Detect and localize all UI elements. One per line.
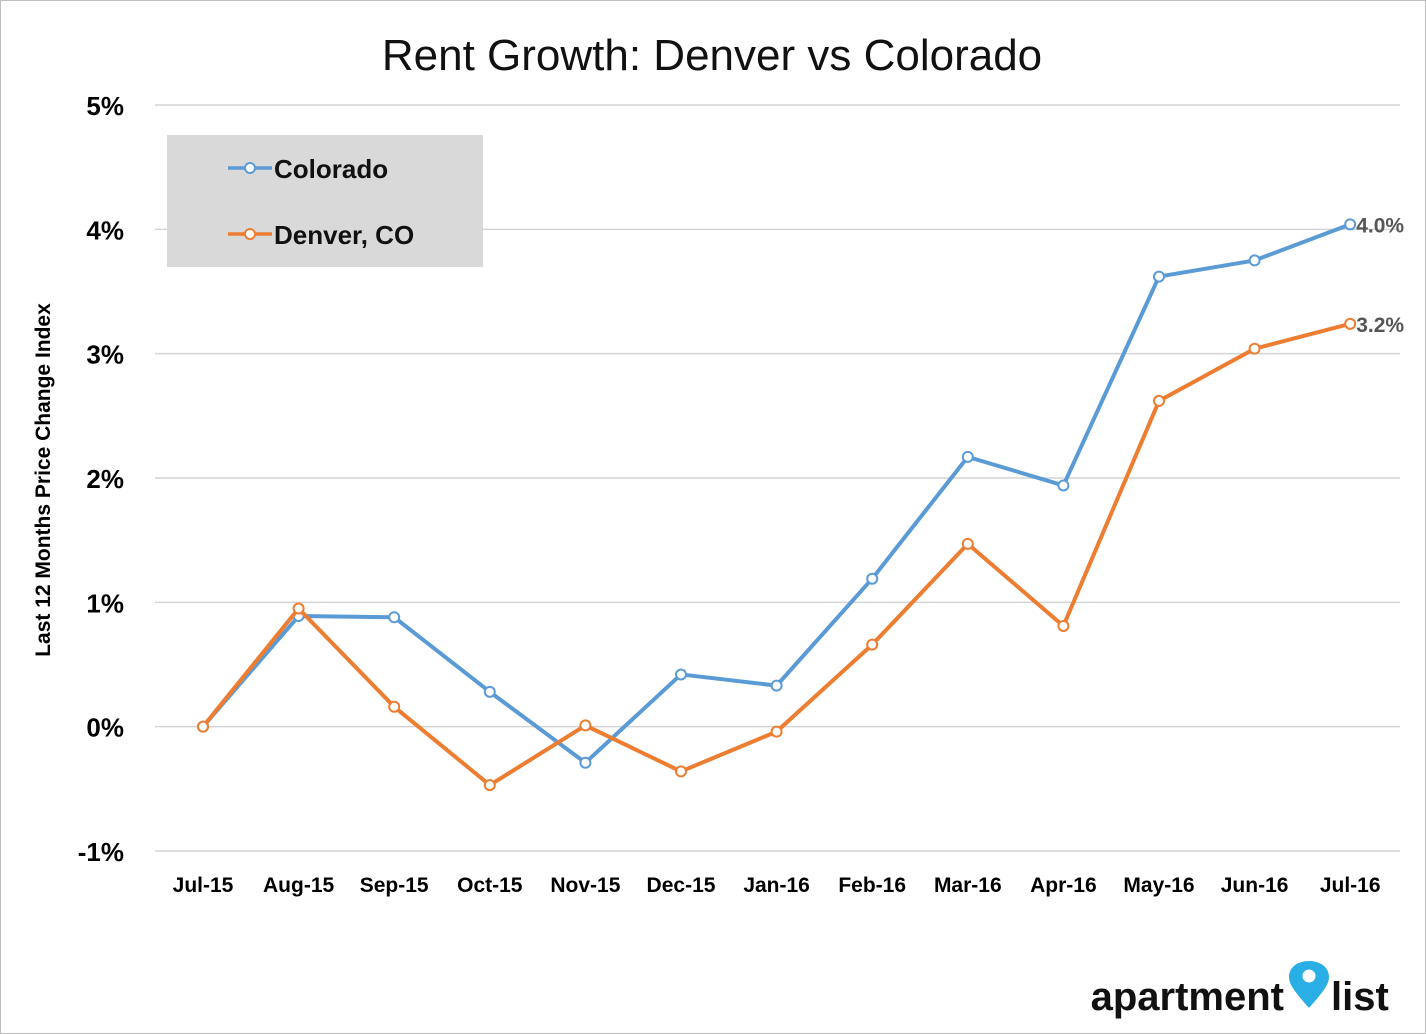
legend-marker-colorado [244,162,256,174]
data-point-denver-co [1248,342,1261,355]
end-value-label-colorado: 4.0% [1356,214,1404,237]
x-tick-label: Jun-16 [1221,874,1289,897]
data-point-colorado [1057,479,1070,492]
data-point-denver-co [197,720,209,733]
x-tick-label: Jan-16 [743,874,810,897]
apartment-list-logo: apartment list [1091,961,1389,1019]
legend-box [167,135,483,267]
y-tick-label: 2% [86,464,124,494]
data-point-denver-co [579,719,592,732]
data-point-colorado [866,572,879,585]
data-point-denver-co [1344,317,1357,330]
x-tick-label: Dec-15 [647,874,716,897]
chart-title: Rent Growth: Denver vs Colorado [382,31,1042,80]
logo-text-list: list [1331,975,1389,1019]
data-point-denver-co [1153,394,1165,407]
data-point-colorado [483,685,496,698]
x-tick-label: Jul-15 [173,874,234,897]
end-value-label-denver-co: 3.2% [1356,314,1404,337]
data-point-colorado [961,450,974,463]
x-tick-label: Sep-15 [360,874,429,897]
data-point-colorado [388,611,401,624]
x-tick-label: Aug-15 [263,874,334,897]
x-tick-label: Apr-16 [1030,874,1097,897]
y-axis-label: Last 12 Months Price Change Index [32,303,55,657]
data-point-colorado [770,679,783,692]
x-tick-label: May-16 [1123,874,1194,897]
x-tick-label: Feb-16 [838,874,906,897]
x-tick-label: Nov-15 [550,874,620,897]
data-point-denver-co [866,638,879,651]
y-tick-label: 3% [86,340,124,370]
x-axis-ticks: Jul-15 Aug-15 Sep-15 Oct-15 Nov-15 Dec-15 Jan-… [173,874,1381,897]
logo-text-apartment: apartment [1091,975,1284,1019]
y-tick-label: -1% [78,837,124,867]
series-colorado: 4.0% [197,214,1404,769]
data-point-colorado [675,668,687,681]
data-point-colorado [1153,270,1165,283]
y-tick-label: 5% [86,91,124,121]
data-point-denver-co [292,602,305,615]
data-point-denver-co [483,779,496,792]
series-line-denver-co [201,321,1351,788]
data-point-denver-co [675,765,687,778]
data-point-denver-co [770,725,783,738]
series-denver-co: 3.2% [197,314,1404,792]
data-point-colorado [1344,218,1357,231]
legend: Colorado Denver, CO [167,135,483,267]
data-point-colorado [579,756,592,769]
x-tick-label: Jul-16 [1320,874,1381,897]
legend-marker-denver [244,228,256,240]
data-point-denver-co [388,700,401,713]
legend-label-denver: Denver, CO [274,220,414,250]
x-tick-label: Mar-16 [934,874,1002,897]
x-tick-label: Oct-15 [457,874,523,897]
series-layer: 4.0% 3.2% [197,214,1404,792]
data-point-denver-co [961,537,974,550]
y-tick-label: 0% [86,713,124,743]
legend-label-colorado: Colorado [274,154,388,184]
map-pin-icon [1289,961,1329,1008]
data-point-denver-co [1057,619,1070,632]
data-point-colorado [1248,254,1261,267]
y-tick-label: 4% [86,215,124,245]
y-axis-ticks: 5% 4% 3% 2% 1% 0% -1% [78,91,124,867]
y-tick-label: 1% [86,588,124,618]
